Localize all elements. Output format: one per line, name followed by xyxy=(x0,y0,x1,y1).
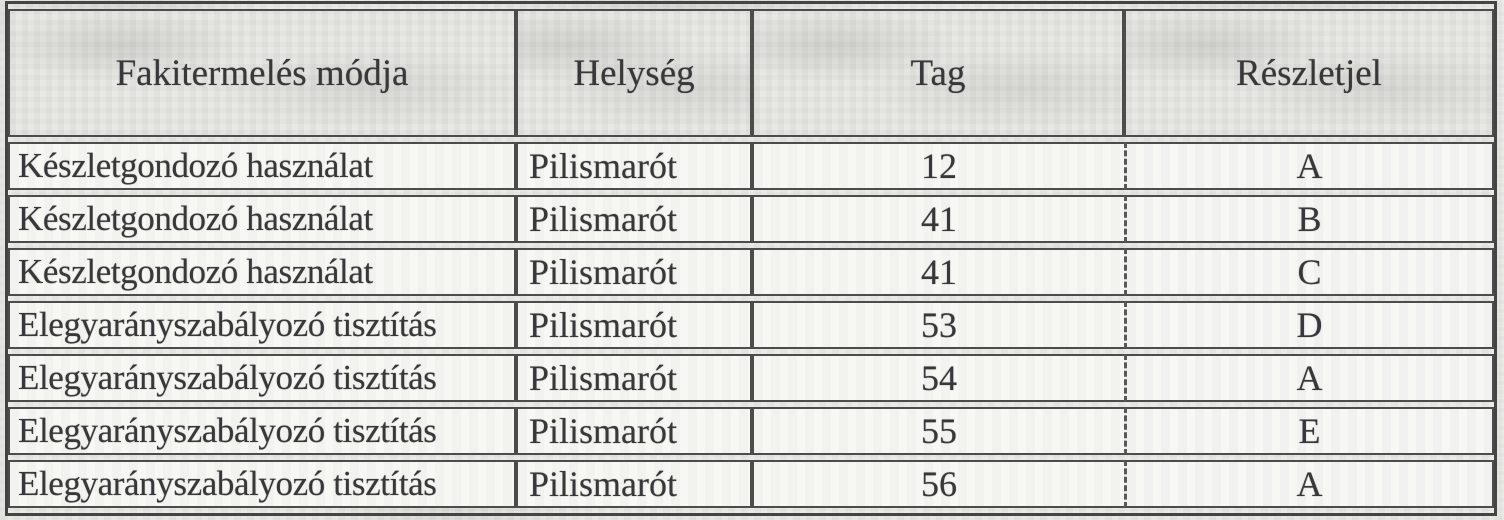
cell-reszletjel: C xyxy=(1124,248,1494,296)
cell-helyseg: Pilismarót xyxy=(516,460,752,508)
cell-tag: 56 xyxy=(752,460,1124,508)
column-header-reszletjel: Részletjel xyxy=(1124,9,1494,137)
cell-helyseg: Pilismarót xyxy=(516,407,752,455)
table-row: Elegyarányszabályozó tisztítás Pilismaró… xyxy=(8,407,1494,455)
cell-reszletjel: D xyxy=(1124,301,1494,349)
cell-tag: 41 xyxy=(752,248,1124,296)
column-header-helyseg: Helység xyxy=(516,9,752,137)
table-header-row: Fakitermelés módja Helység Tag Részletje… xyxy=(8,9,1494,137)
cell-helyseg: Pilismarót xyxy=(516,354,752,402)
table-row: Készletgondozó használat Pilismarót 12 A xyxy=(8,142,1494,190)
cell-tag: 12 xyxy=(752,142,1124,190)
cell-fakitermeles-modja: Készletgondozó használat xyxy=(8,142,516,190)
cell-fakitermeles-modja: Elegyarányszabályozó tisztítás xyxy=(8,354,516,402)
cell-fakitermeles-modja: Elegyarányszabályozó tisztítás xyxy=(8,407,516,455)
forestry-logging-table: Fakitermelés módja Helység Tag Részletje… xyxy=(5,1,1497,516)
column-header-fakitermeles-modja: Fakitermelés módja xyxy=(8,9,516,137)
cell-helyseg: Pilismarót xyxy=(516,301,752,349)
cell-fakitermeles-modja: Elegyarányszabályozó tisztítás xyxy=(8,460,516,508)
column-header-tag: Tag xyxy=(752,9,1124,137)
cell-tag: 53 xyxy=(752,301,1124,349)
cell-reszletjel: A xyxy=(1124,142,1494,190)
cell-helyseg: Pilismarót xyxy=(516,142,752,190)
cell-fakitermeles-modja: Készletgondozó használat xyxy=(8,248,516,296)
table-row: Elegyarányszabályozó tisztítás Pilismaró… xyxy=(8,354,1494,402)
table-row: Készletgondozó használat Pilismarót 41 C xyxy=(8,248,1494,296)
cell-fakitermeles-modja: Készletgondozó használat xyxy=(8,195,516,243)
cell-reszletjel: E xyxy=(1124,407,1494,455)
table-row: Elegyarányszabályozó tisztítás Pilismaró… xyxy=(8,301,1494,349)
cell-tag: 54 xyxy=(752,354,1124,402)
cell-helyseg: Pilismarót xyxy=(516,195,752,243)
cell-tag: 41 xyxy=(752,195,1124,243)
table-row: Készletgondozó használat Pilismarót 41 B xyxy=(8,195,1494,243)
cell-reszletjel: A xyxy=(1124,354,1494,402)
cell-helyseg: Pilismarót xyxy=(516,248,752,296)
table-row: Elegyarányszabályozó tisztítás Pilismaró… xyxy=(8,460,1494,508)
cell-reszletjel: A xyxy=(1124,460,1494,508)
cell-fakitermeles-modja: Elegyarányszabályozó tisztítás xyxy=(8,301,516,349)
cell-reszletjel: B xyxy=(1124,195,1494,243)
cell-tag: 55 xyxy=(752,407,1124,455)
